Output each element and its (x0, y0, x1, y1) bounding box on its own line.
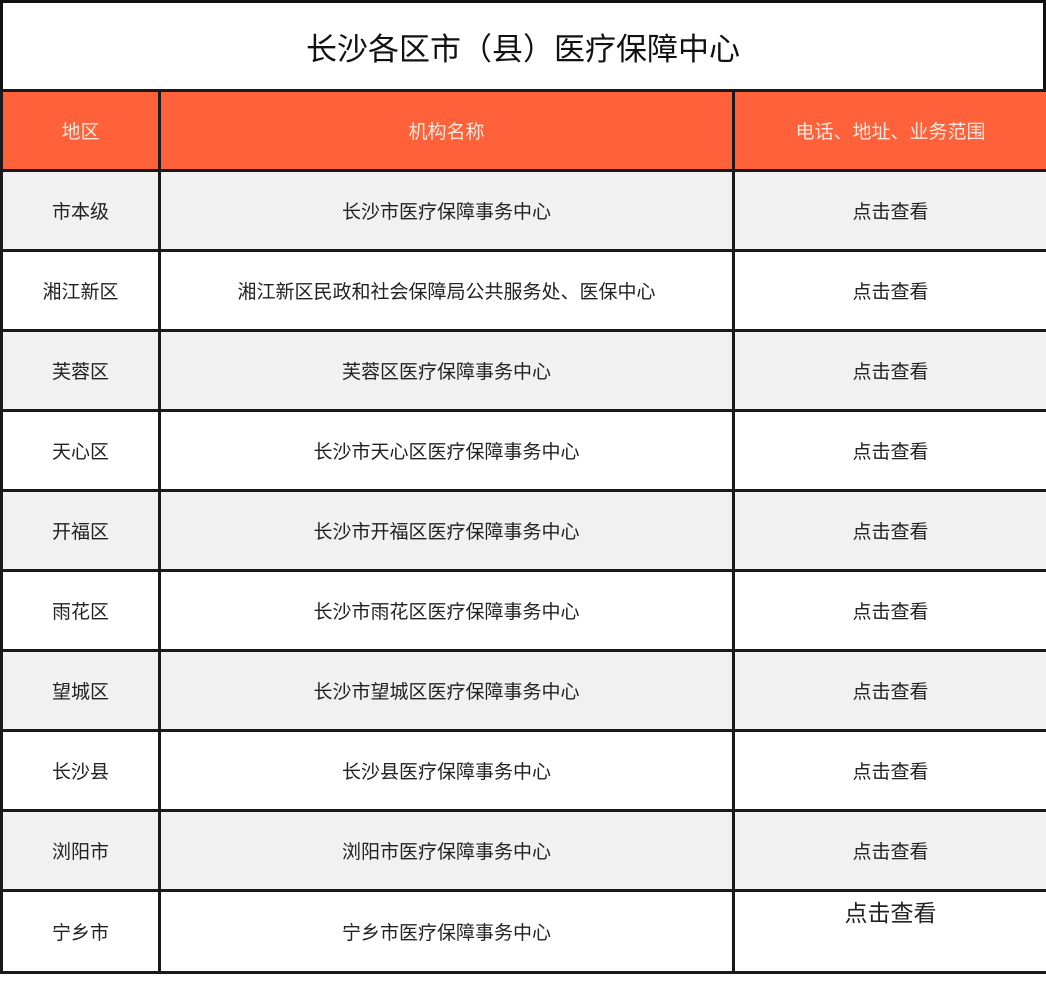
table-row: 长沙县 长沙县医疗保障事务中心 点击查看 (0, 729, 1046, 812)
region-cell: 湘江新区 (0, 249, 161, 332)
view-details-link[interactable]: 点击查看 (732, 329, 1046, 412)
region-cell: 望城区 (0, 649, 161, 732)
table-row: 市本级 长沙市医疗保障事务中心 点击查看 (0, 169, 1046, 252)
region-cell: 芙蓉区 (0, 329, 161, 412)
column-header-region: 地区 (0, 89, 161, 172)
page-title: 长沙各区市（县）医疗保障中心 (0, 0, 1046, 89)
org-name-cell: 长沙市雨花区医疗保障事务中心 (158, 569, 735, 652)
region-cell: 开福区 (0, 489, 161, 572)
table-row: 宁乡市 宁乡市医疗保障事务中心 点击查看 (0, 889, 1046, 974)
org-name-cell: 宁乡市医疗保障事务中心 (158, 889, 735, 974)
region-cell: 浏阳市 (0, 809, 161, 892)
table-row: 望城区 长沙市望城区医疗保障事务中心 点击查看 (0, 649, 1046, 732)
org-name-cell: 长沙县医疗保障事务中心 (158, 729, 735, 812)
table-row: 开福区 长沙市开福区医疗保障事务中心 点击查看 (0, 489, 1046, 572)
column-header-info: 电话、地址、业务范围 (732, 89, 1046, 172)
view-details-link[interactable]: 点击查看 (732, 169, 1046, 252)
view-details-link[interactable]: 点击查看 (732, 249, 1046, 332)
org-name-cell: 芙蓉区医疗保障事务中心 (158, 329, 735, 412)
table-header-row: 地区 机构名称 电话、地址、业务范围 (0, 89, 1046, 172)
org-name-cell: 长沙市医疗保障事务中心 (158, 169, 735, 252)
region-cell: 天心区 (0, 409, 161, 492)
view-details-link[interactable]: 点击查看 (732, 649, 1046, 732)
region-cell: 雨花区 (0, 569, 161, 652)
table-row: 天心区 长沙市天心区医疗保障事务中心 点击查看 (0, 409, 1046, 492)
view-details-link[interactable]: 点击查看 (732, 809, 1046, 892)
region-cell: 宁乡市 (0, 889, 161, 974)
org-name-cell: 长沙市天心区医疗保障事务中心 (158, 409, 735, 492)
view-details-link[interactable]: 点击查看 (732, 489, 1046, 572)
view-details-link[interactable]: 点击查看 (732, 409, 1046, 492)
org-name-cell: 长沙市望城区医疗保障事务中心 (158, 649, 735, 732)
medical-centers-table: 地区 机构名称 电话、地址、业务范围 市本级 长沙市医疗保障事务中心 点击查看 湘江新… (0, 89, 1046, 974)
region-cell: 长沙县 (0, 729, 161, 812)
view-details-link[interactable]: 点击查看 (732, 729, 1046, 812)
view-details-link[interactable]: 点击查看 (732, 569, 1046, 652)
org-name-cell: 湘江新区民政和社会保障局公共服务处、医保中心 (158, 249, 735, 332)
table-row: 芙蓉区 芙蓉区医疗保障事务中心 点击查看 (0, 329, 1046, 412)
column-header-org: 机构名称 (158, 89, 735, 172)
view-details-link[interactable]: 点击查看 (732, 889, 1046, 974)
region-cell: 市本级 (0, 169, 161, 252)
table-row: 浏阳市 浏阳市医疗保障事务中心 点击查看 (0, 809, 1046, 892)
org-name-cell: 长沙市开福区医疗保障事务中心 (158, 489, 735, 572)
table-row: 雨花区 长沙市雨花区医疗保障事务中心 点击查看 (0, 569, 1046, 652)
org-name-cell: 浏阳市医疗保障事务中心 (158, 809, 735, 892)
table-row: 湘江新区 湘江新区民政和社会保障局公共服务处、医保中心 点击查看 (0, 249, 1046, 332)
